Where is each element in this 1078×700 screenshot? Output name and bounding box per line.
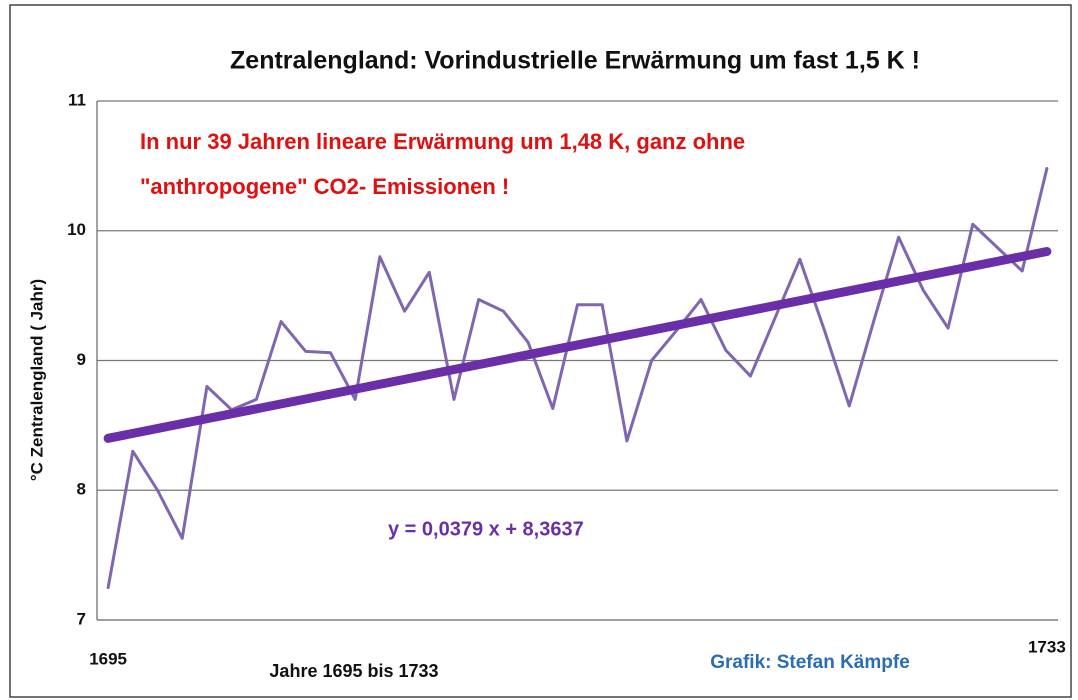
annotation: In nur 39 Jahren lineare Erwärmung um 1,…: [140, 129, 745, 154]
y-tick-label: 10: [67, 220, 86, 239]
annotation: "anthropogene" CO2- Emissionen !: [140, 174, 509, 199]
x-axis-label: Jahre 1695 bis 1733: [269, 661, 438, 681]
equation: y = 0,0379 x + 8,3637: [388, 518, 584, 540]
line: [106, 166, 1049, 590]
y-tick-label: 7: [77, 609, 86, 628]
y-tick-label: 9: [77, 350, 86, 369]
y-axis-label: °C Zentralengland ( Jahr): [27, 279, 46, 481]
x-tick-label: 1733: [1028, 637, 1066, 656]
y-tick-label: 8: [77, 480, 86, 499]
trend-line: [103, 247, 1052, 443]
x-tick-label: 1695: [89, 649, 127, 668]
credit: Grafik: Stefan Kämpfe: [710, 652, 910, 673]
y-tick-label: 11: [68, 90, 86, 109]
chart-title: Zentralengland: Vorindustrielle Erwärmun…: [230, 47, 920, 75]
